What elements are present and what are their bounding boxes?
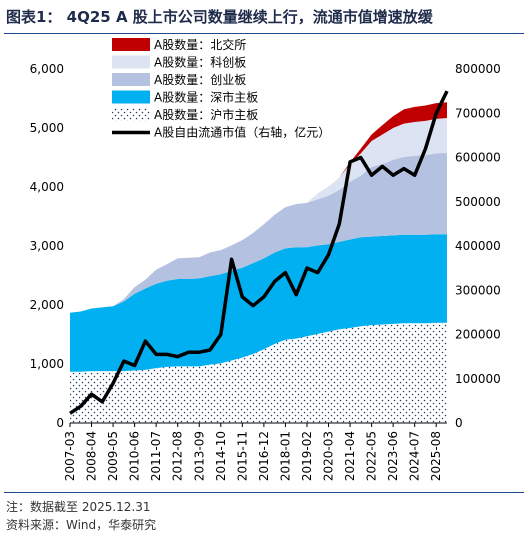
x-tick-label: 2007-03 <box>63 431 77 481</box>
x-tick-label: 2009-05 <box>106 431 120 481</box>
x-tick-label: 2023-06 <box>386 431 400 481</box>
x-tick-label: 2015-11 <box>235 431 249 481</box>
x-tick-label: 2016-12 <box>257 431 271 481</box>
data-note: 注：数据截至 2025.12.31 <box>6 500 151 514</box>
area-sse-main-board <box>70 322 447 423</box>
legend-swatch <box>112 108 150 121</box>
data-source: 资料来源：Wind，华泰研究 <box>6 518 157 532</box>
x-tick-label: 2019-02 <box>300 431 314 481</box>
x-tick-label: 2024-07 <box>408 431 422 481</box>
legend-label: A股自由流通市值（右轴，亿元） <box>154 125 330 140</box>
legend-label: A股数量：科创板 <box>154 55 246 70</box>
legend-label: A股数量：创业板 <box>154 72 246 87</box>
y-right-tick-label: 800000 <box>455 62 501 76</box>
y-left-tick-label: 1,000 <box>30 357 64 371</box>
x-tick-label: 2022-05 <box>365 431 379 481</box>
x-tick-label: 2025-08 <box>429 431 443 481</box>
y-left-tick-label: 0 <box>56 416 64 430</box>
y-axis-left: 0 1,000 2,000 3,000 4,000 5,000 6,000 <box>30 62 64 430</box>
x-tick-label: 2018-01 <box>278 431 292 481</box>
y-left-tick-label: 4,000 <box>30 180 64 194</box>
legend: A股数量：北交所 A股数量：科创板 A股数量：创业板 A股数量：深市主板 A股数量：沪市… <box>112 37 330 140</box>
y-right-tick-label: 100000 <box>455 372 501 386</box>
legend-swatch <box>112 55 150 69</box>
y-right-tick-label: 0 <box>455 416 463 430</box>
y-right-tick-label: 600000 <box>455 151 501 165</box>
stacked-areas <box>70 102 447 423</box>
y-axis-right: 0 100000 200000 300000 400000 500000 600000 700… <box>455 62 501 430</box>
legend-label: A股数量：沪市主板 <box>154 107 258 122</box>
legend-swatch <box>112 38 150 51</box>
series-line-free-float-cap <box>69 90 449 415</box>
x-tick-label: 2011-07 <box>149 431 163 481</box>
x-tick-label: 2013-09 <box>192 431 206 481</box>
y-left-tick-label: 2,000 <box>30 298 64 312</box>
area-chinext <box>70 152 447 313</box>
legend-label: A股数量：深市主板 <box>154 90 258 105</box>
x-tick-label: 2014-10 <box>214 431 228 481</box>
y-left-tick-label: 5,000 <box>30 121 64 135</box>
title-rule <box>4 33 524 34</box>
x-tick-label: 2020-03 <box>322 431 336 481</box>
x-tick-label: 2008-04 <box>85 431 99 481</box>
legend-label: A股数量：北交所 <box>154 37 246 52</box>
chart: 0 1,000 2,000 3,000 4,000 5,000 6,000 0 100000 2… <box>30 37 501 481</box>
y-right-tick-label: 700000 <box>455 106 501 120</box>
y-left-tick-label: 6,000 <box>30 62 64 76</box>
y-right-tick-label: 400000 <box>455 239 501 253</box>
x-tick-label: 2012-08 <box>171 431 185 481</box>
x-axis: 2007-03 2008-04 2009-05 2010-06 2011-07 2012-… <box>63 423 443 481</box>
y-right-tick-label: 500000 <box>455 195 501 209</box>
legend-swatch <box>112 73 150 86</box>
x-tick-label: 2021-04 <box>343 431 357 481</box>
y-right-tick-label: 200000 <box>455 328 501 342</box>
y-left-tick-label: 3,000 <box>30 239 64 253</box>
chart-title: 图表1： 4Q25 A 股上市公司数量继续上行，流通市值增速放缓 <box>6 8 433 26</box>
x-tick-label: 2010-06 <box>128 431 142 481</box>
y-right-tick-label: 300000 <box>455 283 501 297</box>
area-star-market <box>70 118 447 313</box>
footer-rule <box>4 492 524 493</box>
legend-swatch <box>112 90 150 104</box>
